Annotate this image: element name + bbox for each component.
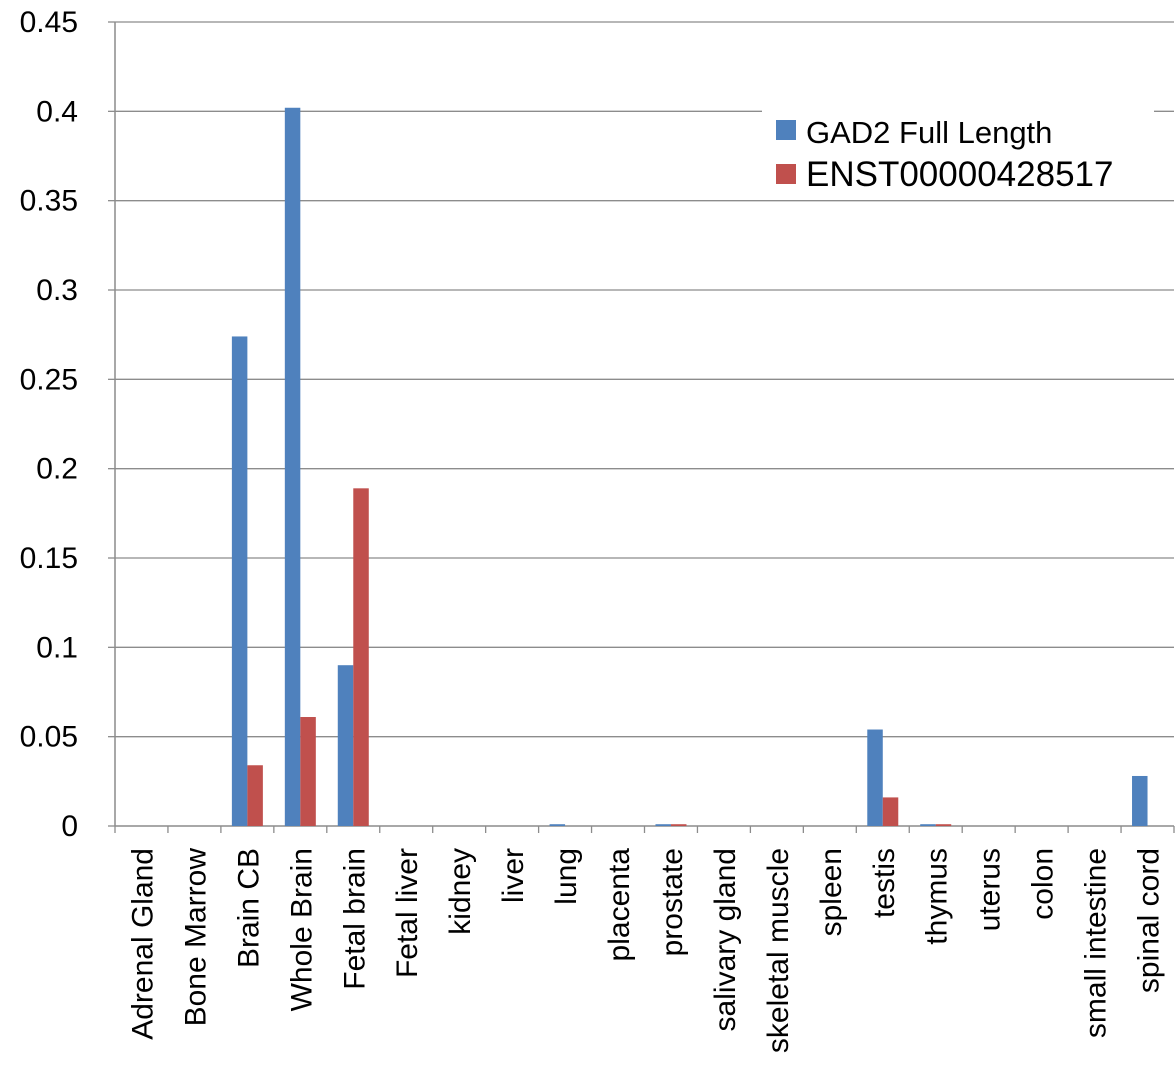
bar-gad2-full-length-whole-brain <box>284 107 301 826</box>
legend-background <box>762 108 1154 196</box>
legend-label-enst00000428517: ENST00000428517 <box>806 155 1113 194</box>
y-tick-label: 0.4 <box>36 95 78 128</box>
bar-enst00000428517-prostate <box>670 824 687 826</box>
bar-gad2-full-length-prostate <box>655 824 671 826</box>
bar-gad2-full-length-thymus <box>920 824 936 826</box>
x-category-label-spinal-cord: spinal cord <box>1133 848 1166 993</box>
legend-label-gad2-full-length: GAD2 Full Length <box>806 115 1052 150</box>
x-category-label-spleen: spleen <box>815 848 848 936</box>
legend-swatch-enst00000428517 <box>776 164 796 184</box>
bar-gad2-full-length-fetal-brain <box>337 665 354 826</box>
y-tick-label: 0.05 <box>20 721 78 754</box>
y-tick-label: 0.25 <box>20 363 78 396</box>
x-category-label-fetal-liver: Fetal liver <box>391 848 424 978</box>
y-tick-label: 0.1 <box>36 631 78 664</box>
x-category-label-brain-cb: Brain CB <box>232 848 265 968</box>
bar-enst00000428517-whole-brain <box>300 717 316 826</box>
x-category-label-fetal-brain: Fetal brain <box>338 848 371 990</box>
bar-gad2-full-length-lung <box>549 824 566 826</box>
x-category-label-uterus: uterus <box>974 848 1007 931</box>
x-category-label-kidney: kidney <box>444 848 477 935</box>
bar-gad2-full-length-spinal-cord <box>1132 775 1148 826</box>
x-category-label-salivary-gland: salivary gland <box>709 848 742 1031</box>
y-tick-label: 0.3 <box>36 274 78 307</box>
y-tick-label: 0.15 <box>20 542 78 575</box>
x-category-label-bone-marrow: Bone Marrow <box>179 848 212 1027</box>
y-tick-label: 0.35 <box>20 185 78 218</box>
x-category-label-whole-brain: Whole Brain <box>285 848 318 1011</box>
bars <box>231 107 1148 826</box>
x-category-label-prostate: prostate <box>656 848 689 956</box>
x-category-label-liver: liver <box>497 848 530 903</box>
x-category-labels: Adrenal Gland Bone Marrow Brain CB Whole Br… <box>126 848 1165 1053</box>
x-category-label-lung: lung <box>550 848 583 905</box>
x-category-label-colon: colon <box>1027 848 1060 920</box>
bar-enst00000428517-thymus <box>935 824 952 826</box>
bar-enst00000428517-brain-cb <box>247 765 263 826</box>
x-category-label-thymus: thymus <box>921 848 954 945</box>
y-tick-label: 0.2 <box>36 453 78 486</box>
bar-gad2-full-length-brain-cb <box>231 336 248 826</box>
y-tick-label: 0.45 <box>20 6 78 39</box>
bar-enst00000428517-testis <box>882 797 899 826</box>
bar-enst00000428517-fetal-brain <box>353 488 369 826</box>
x-category-label-adrenal-gland: Adrenal Gland <box>126 848 159 1040</box>
legend-swatch-gad2-full-length <box>776 120 796 140</box>
y-tick-labels: 0 0.05 0.1 0.15 0.2 0.25 0.3 0.35 0.4 0.45 <box>20 6 78 843</box>
bar-gad2-full-length-testis <box>867 729 883 826</box>
y-tick-label: 0 <box>61 810 78 843</box>
x-category-label-skeletal-muscle: skeletal muscle <box>762 848 795 1053</box>
x-category-label-small-intestine: small intestine <box>1080 848 1113 1038</box>
legend: GAD2 Full Length ENST00000428517 <box>762 108 1154 196</box>
x-category-label-placenta: placenta <box>603 848 636 962</box>
x-category-label-testis: testis <box>868 848 901 918</box>
